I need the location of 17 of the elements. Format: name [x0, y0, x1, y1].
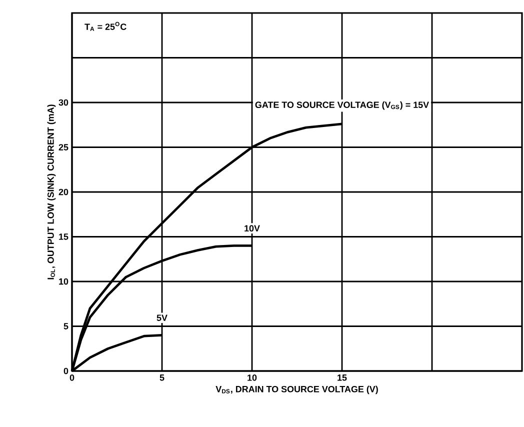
- y-tick-label: 15: [59, 234, 68, 240]
- y-tick-label: 10: [59, 278, 68, 285]
- y-tick-label: 0: [64, 368, 68, 374]
- y-axis-title: I$_{OL}$, OUTPUT LOW (SINK) CURRENT (mA): [47, 104, 56, 280]
- text: GATE TO SOURCE VOLTAGE (V$_{GS}$) = 15V: [255, 101, 429, 110]
- x-tick-label: 15: [338, 374, 347, 381]
- series-label: 5V: [156, 314, 168, 322]
- x-tick-label: 5: [160, 374, 164, 381]
- x-tick-label: 10: [248, 374, 257, 381]
- y-tick-label: 5: [64, 323, 68, 330]
- x-axis-title: V$_{DS}$, DRAIN TO SOURCE VOLTAGE (V): [216, 386, 378, 394]
- x-tick-label: 0: [70, 374, 74, 381]
- y-tick-label: 30: [58, 99, 68, 106]
- annotation: T$_{A}$ = 25$^{O}$C: [84, 22, 126, 31]
- y-tick-label: 20: [58, 188, 68, 196]
- y-tick-label: 25: [58, 144, 68, 150]
- series-label: 10V: [244, 225, 260, 232]
